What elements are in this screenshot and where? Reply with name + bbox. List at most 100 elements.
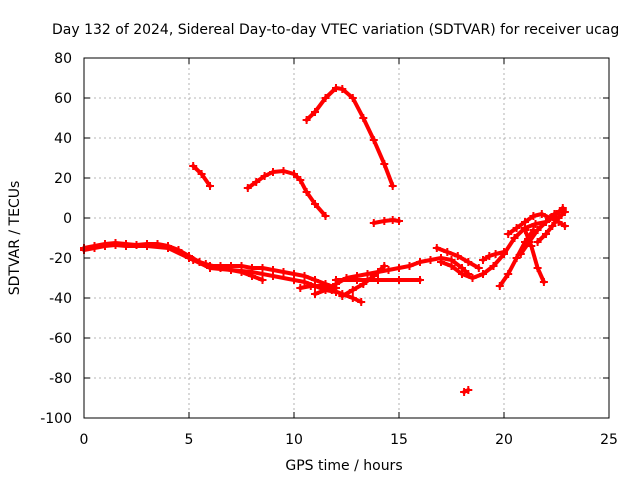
x-tick-label: 15 bbox=[390, 432, 408, 448]
y-tick-label: -40 bbox=[49, 291, 72, 307]
y-tick-label: 60 bbox=[54, 91, 72, 107]
data-point bbox=[489, 262, 498, 270]
data-point bbox=[453, 252, 462, 260]
data-point bbox=[258, 264, 267, 272]
series-arc-3 bbox=[189, 256, 267, 284]
data-point bbox=[548, 222, 557, 230]
data-point bbox=[560, 208, 569, 216]
data-point bbox=[485, 252, 494, 260]
data-point bbox=[164, 244, 172, 252]
data-point bbox=[279, 268, 288, 276]
data-point bbox=[189, 256, 198, 264]
data-point bbox=[479, 270, 487, 278]
data-point bbox=[237, 268, 246, 276]
series-arc-19 bbox=[533, 208, 569, 246]
series-arc-12 bbox=[432, 244, 483, 272]
data-point bbox=[348, 294, 357, 302]
data-point bbox=[395, 264, 403, 272]
y-tick-label: -60 bbox=[49, 331, 72, 347]
data-point bbox=[542, 230, 550, 238]
data-point bbox=[252, 178, 261, 186]
trace-line bbox=[304, 86, 395, 188]
series-arc-10 bbox=[332, 276, 424, 284]
data-point bbox=[90, 244, 99, 252]
data-point bbox=[533, 264, 542, 272]
y-axis-label: SDTVAR / TECUs bbox=[7, 181, 23, 296]
data-point bbox=[533, 226, 542, 234]
data-point bbox=[269, 168, 277, 176]
data-point bbox=[426, 256, 435, 264]
series-isolated-point bbox=[460, 386, 473, 396]
data-point bbox=[348, 286, 357, 294]
data-point bbox=[201, 260, 210, 268]
data-point bbox=[529, 212, 538, 220]
data-point bbox=[380, 262, 389, 270]
y-tick-label: -80 bbox=[49, 371, 72, 387]
data-point bbox=[458, 270, 466, 278]
data-point bbox=[143, 242, 151, 250]
data-point bbox=[311, 200, 319, 208]
data-point bbox=[332, 276, 340, 284]
data-point bbox=[306, 282, 315, 290]
data-point bbox=[416, 258, 424, 266]
data-point bbox=[479, 256, 487, 264]
x-axis-label: GPS time / hours bbox=[285, 458, 402, 474]
data-point bbox=[111, 241, 120, 249]
data-point bbox=[369, 272, 378, 280]
data-point bbox=[296, 176, 305, 184]
data-point bbox=[216, 264, 225, 272]
data-point bbox=[495, 282, 504, 290]
data-point bbox=[321, 94, 330, 102]
series-arc-4 bbox=[189, 162, 214, 190]
plot-frame bbox=[83, 57, 610, 419]
data-point bbox=[359, 280, 368, 288]
trace-line bbox=[523, 228, 546, 284]
data-point bbox=[516, 250, 525, 258]
data-point bbox=[189, 162, 198, 170]
grid bbox=[84, 58, 609, 418]
data-point bbox=[363, 270, 372, 278]
data-point bbox=[380, 160, 389, 168]
data-point bbox=[512, 254, 521, 262]
series-arc-5 bbox=[243, 167, 330, 220]
data-point bbox=[388, 182, 397, 190]
x-tick-label: 20 bbox=[495, 432, 513, 448]
data-point bbox=[321, 212, 330, 220]
trace-line bbox=[245, 169, 328, 218]
data-point bbox=[405, 262, 414, 270]
data-point bbox=[437, 258, 445, 266]
data-point bbox=[357, 298, 366, 306]
y-tick-label: 20 bbox=[54, 171, 72, 187]
data-point bbox=[300, 278, 309, 286]
data-point bbox=[258, 276, 267, 284]
data-point bbox=[311, 108, 319, 116]
y-tick-label: -20 bbox=[49, 251, 72, 267]
data-point bbox=[296, 284, 305, 292]
data-point bbox=[443, 248, 452, 256]
series-arc-14 bbox=[479, 248, 508, 264]
y-tick-label: 80 bbox=[54, 51, 72, 67]
data-point bbox=[302, 116, 311, 124]
data-point bbox=[491, 250, 500, 258]
data-point bbox=[374, 276, 382, 284]
series-arc-7 bbox=[369, 216, 403, 227]
data-point bbox=[521, 218, 529, 226]
data-point bbox=[248, 272, 256, 280]
data-point bbox=[504, 270, 513, 278]
data-point bbox=[533, 238, 542, 246]
data-point bbox=[432, 244, 441, 252]
data-point bbox=[521, 226, 529, 234]
data-point bbox=[101, 242, 109, 250]
series-arc-11 bbox=[338, 262, 389, 300]
data-point bbox=[395, 276, 403, 284]
data-point bbox=[512, 224, 521, 232]
data-point bbox=[206, 182, 214, 190]
data-point bbox=[290, 276, 298, 284]
data-point bbox=[464, 258, 473, 266]
data-point bbox=[500, 248, 508, 256]
y-tick-label: 40 bbox=[54, 131, 72, 147]
data-point bbox=[338, 85, 347, 93]
data-point bbox=[474, 264, 483, 272]
y-tick-label: 0 bbox=[63, 211, 72, 227]
